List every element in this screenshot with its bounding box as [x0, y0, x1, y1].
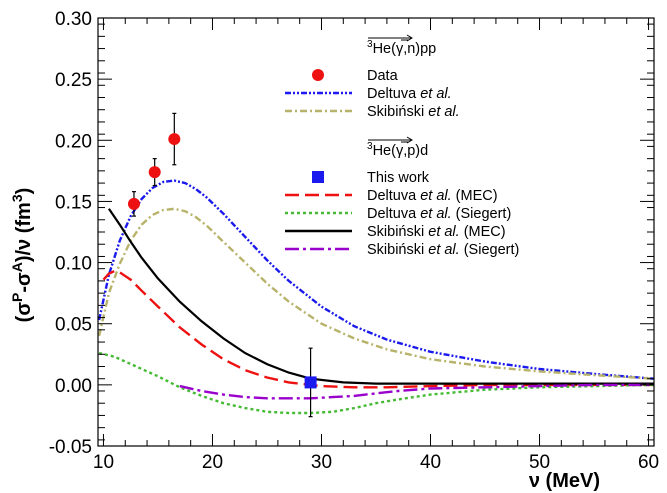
series-line-deltuva_npp [98, 179, 654, 380]
y-tick-label: -0.05 [49, 437, 92, 458]
x-tick-label: 50 [529, 452, 550, 473]
y-tick-label: 0.05 [55, 315, 92, 336]
x-tick-label: 40 [420, 452, 441, 473]
legend-entry-label: Deltuva et al. (Siegert) [367, 206, 511, 222]
data-point-data_npp [168, 133, 181, 146]
legend-marker-this_work [312, 171, 324, 183]
legend-marker-data_npp [312, 69, 324, 81]
y-tick-label: 0.00 [55, 376, 92, 397]
legend-header: 3He(γ,p)d [367, 136, 428, 159]
y-tick-label: 0.30 [55, 9, 92, 30]
y-tick-label: 0.20 [55, 131, 92, 152]
legend-entry-label: This work [367, 170, 430, 186]
curves-layer [98, 179, 654, 415]
axes-layer: 10 20 30 40 50 60 -0.05 0.00 0.05 0.10 0.15 0.20 0.2… [9, 9, 659, 492]
x-tick-label: 30 [311, 452, 332, 473]
x-tick-label: 60 [638, 452, 659, 473]
markers-layer [127, 112, 317, 418]
legend-entry-label: Skibiński et al. [367, 104, 460, 120]
series-line-skibinski_siegert [179, 383, 654, 400]
data-point-data_npp [127, 197, 140, 210]
legend: 3He(γ,n)pp Data Deltuva et al. Skibiński et… [285, 34, 519, 258]
legend-header-text: 3He(γ,n)pp [367, 39, 436, 57]
legend-entry-label: Skibiński et al. (MEC) [367, 224, 506, 240]
y-tick-label: 0.15 [55, 192, 92, 213]
legend-entry-label: Deltuva et al. (MEC) [367, 188, 498, 204]
legend-header-text: 3He(γ,p)d [367, 141, 428, 159]
y-axis-title: (σP-σA)/ν (fm3) [9, 188, 35, 323]
x-tick-label: 20 [202, 452, 223, 473]
series-line-skibinski_mec [107, 208, 654, 385]
series-line-deltuva_mec [102, 269, 654, 389]
legend-entry-label: Deltuva et al. [367, 86, 452, 102]
legend-header: 3He(γ,n)pp [367, 34, 436, 57]
legend-entry-label: Data [367, 68, 399, 84]
y-tick-label: 0.25 [55, 70, 92, 91]
x-tick-label: 10 [93, 452, 114, 473]
y-tick-label: 0.10 [55, 254, 92, 275]
data-point-this_work [304, 376, 317, 389]
series-line-deltuva_siegert [98, 351, 654, 415]
legend-entry-label: Skibiński et al. (Siegert) [367, 242, 519, 258]
data-point-data_npp [148, 166, 161, 179]
x-axis-title: ν (MeV) [529, 470, 600, 492]
